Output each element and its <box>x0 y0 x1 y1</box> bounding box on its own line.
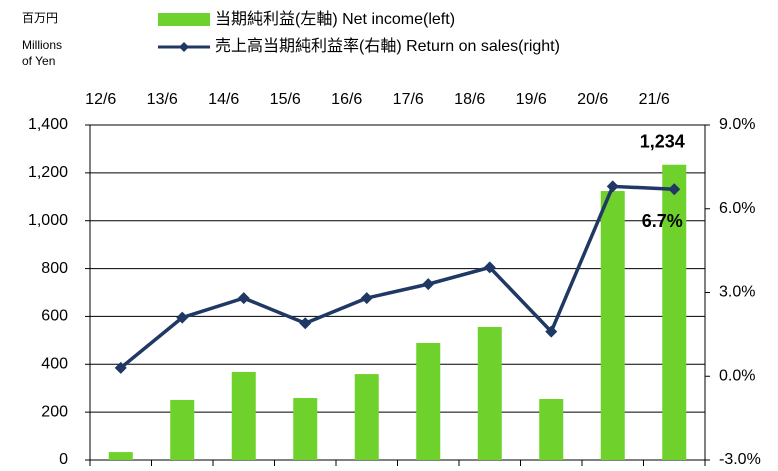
y2-tick-label: 3.0% <box>719 284 755 301</box>
y2-tick-label: -3.0% <box>719 451 761 468</box>
line-marker <box>360 292 373 305</box>
y2-tick-label: 6.0% <box>719 200 755 217</box>
legend-swatch <box>158 13 210 26</box>
y-tick-label: 800 <box>41 260 68 277</box>
x-tick-label: 21/6 <box>639 91 670 108</box>
line-marker <box>483 261 496 274</box>
y2-tick-label: 0.0% <box>719 367 755 384</box>
bar <box>600 191 625 461</box>
unit-label-en: of Yen <box>22 54 55 68</box>
x-tick-label: 17/6 <box>393 91 424 108</box>
line-marker <box>176 311 189 324</box>
x-tick-label: 14/6 <box>208 91 239 108</box>
legend-marker <box>179 42 189 52</box>
y-tick-label: 200 <box>41 403 68 420</box>
line-marker <box>114 361 127 374</box>
y-tick-label: 1,400 <box>28 116 68 133</box>
line-marker <box>422 278 435 291</box>
bar <box>416 342 441 460</box>
x-tick-label: 12/6 <box>85 91 116 108</box>
bar <box>231 371 256 460</box>
data-label: 1,234 <box>640 131 685 151</box>
x-tick-label: 19/6 <box>516 91 547 108</box>
x-tick-label: 15/6 <box>270 91 301 108</box>
x-tick-label: 18/6 <box>454 91 485 108</box>
bar <box>662 164 687 460</box>
legend-label: 当期純利益(左軸) Net income(left) <box>215 10 455 28</box>
line-marker <box>545 325 558 338</box>
unit-label-en: Millions <box>22 38 62 52</box>
legend-label: 売上高当期純利益率(右軸) Return on sales(right) <box>215 37 560 55</box>
y-tick-label: 1,200 <box>28 164 68 181</box>
y-tick-label: 400 <box>41 356 68 373</box>
bar <box>170 399 195 460</box>
y-tick-label: 600 <box>41 308 68 325</box>
line-marker <box>606 180 619 193</box>
unit-label: 百万円 <box>22 11 58 25</box>
data-label: 6.7% <box>642 211 683 231</box>
bar <box>539 398 564 460</box>
y2-tick-label: 9.0% <box>719 116 755 133</box>
x-tick-label: 16/6 <box>331 91 362 108</box>
bar <box>477 326 502 460</box>
bar <box>108 452 133 460</box>
bar <box>354 374 379 460</box>
x-tick-label: 20/6 <box>577 91 608 108</box>
line-marker <box>668 183 681 196</box>
line-marker <box>299 317 312 330</box>
bar <box>293 398 318 460</box>
line <box>119 184 675 370</box>
y-tick-label: 1,000 <box>28 212 68 229</box>
line-marker <box>237 292 250 305</box>
y-tick-label: 0 <box>59 451 68 468</box>
x-tick-label: 13/6 <box>147 91 178 108</box>
